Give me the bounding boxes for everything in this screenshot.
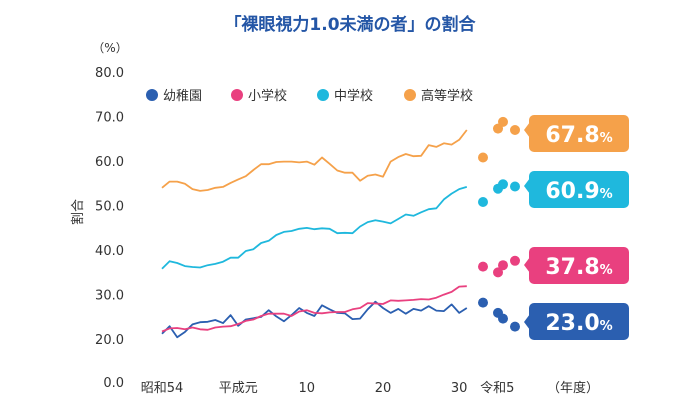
end-label-box [529,247,629,284]
legend: 幼稚園 小学校 中学校 高等学校 [146,88,473,104]
series-line-junior_high [161,186,468,270]
series-line-kindergarten [161,300,468,339]
recent-point-kindergarten [498,313,508,324]
recent-point-elementary [478,261,488,272]
legend-label-kindergarten: 幼稚園 [163,89,202,104]
recent-point-kindergarten [510,321,520,332]
legend-label-junior_high: 中学校 [334,88,373,104]
legend-marker-kindergarten [146,89,158,101]
series-line-high_school [161,129,468,192]
series-layer [161,116,520,339]
end-label-pointer [524,122,530,138]
legend-label-high_school: 高等学校 [421,88,473,104]
recent-point-elementary [493,267,503,278]
end-label-value: 60.9% [545,179,612,204]
legend-marker-high_school [404,89,416,101]
y-tick-label: 70.0 [95,111,124,126]
series-line-elementary [161,285,467,333]
recent-point-high_school [510,125,520,135]
x-unit-label: （年度） [547,380,599,396]
end-label-pointer [524,314,530,330]
end-label-box [529,303,629,340]
legend-label-elementary: 小学校 [248,88,287,104]
end-label-pointer [524,178,530,194]
y-tick-label: 20.0 [95,333,124,348]
x-axis-ticks: 昭和54 平成元 10 20 30 令和5 [141,381,515,396]
end-label-junior_high: 60.9% [524,171,629,208]
x-tick-label: 30 [451,381,468,396]
recent-point-junior_high [498,179,508,190]
recent-point-elementary [498,260,508,271]
end-label-kindergarten: 23.0% [524,303,629,340]
end-label-value: 67.8% [545,123,612,148]
end-labels: 67.8% 60.9% 37.8% 23.0% [524,115,629,340]
legend-marker-elementary [231,89,243,101]
recent-point-junior_high [510,181,520,192]
y-tick-label: 0.0 [103,376,124,391]
chart-title: 「裸眼視力1.0未満の者」の割合 [224,14,476,35]
end-label-pointer [524,257,530,273]
end-label-value: 37.8% [545,255,612,280]
y-axis-ticks: 0.0 20.0 30.0 40.0 50.0 60.0 70.0 80.0 [95,66,124,391]
x-tick-label: 10 [299,381,316,396]
y-tick-label: 60.0 [95,155,124,170]
x-tick-label: 平成元 [219,381,258,396]
recent-point-high_school [478,152,488,163]
x-tick-label: 20 [375,381,392,396]
y-tick-label: 30.0 [95,289,124,304]
x-tick-label: 昭和54 [141,381,184,396]
end-label-box [529,115,629,152]
y-tick-label: 50.0 [95,200,124,215]
recent-point-elementary [510,255,520,266]
end-label-box [529,171,629,208]
y-unit-label: （%） [92,41,127,55]
end-label-high_school: 67.8% [524,115,629,152]
end-label-elementary: 37.8% [524,247,629,284]
x-tick-label: 令和5 [480,381,514,396]
legend-marker-junior_high [317,89,329,101]
y-tick-label: 40.0 [95,244,124,259]
recent-point-junior_high [478,197,488,207]
end-label-value: 23.0% [545,311,612,336]
recent-point-high_school [498,116,508,127]
recent-point-kindergarten [478,297,488,308]
y-axis-label: 割合 [70,199,86,225]
y-tick-label: 80.0 [95,66,124,81]
